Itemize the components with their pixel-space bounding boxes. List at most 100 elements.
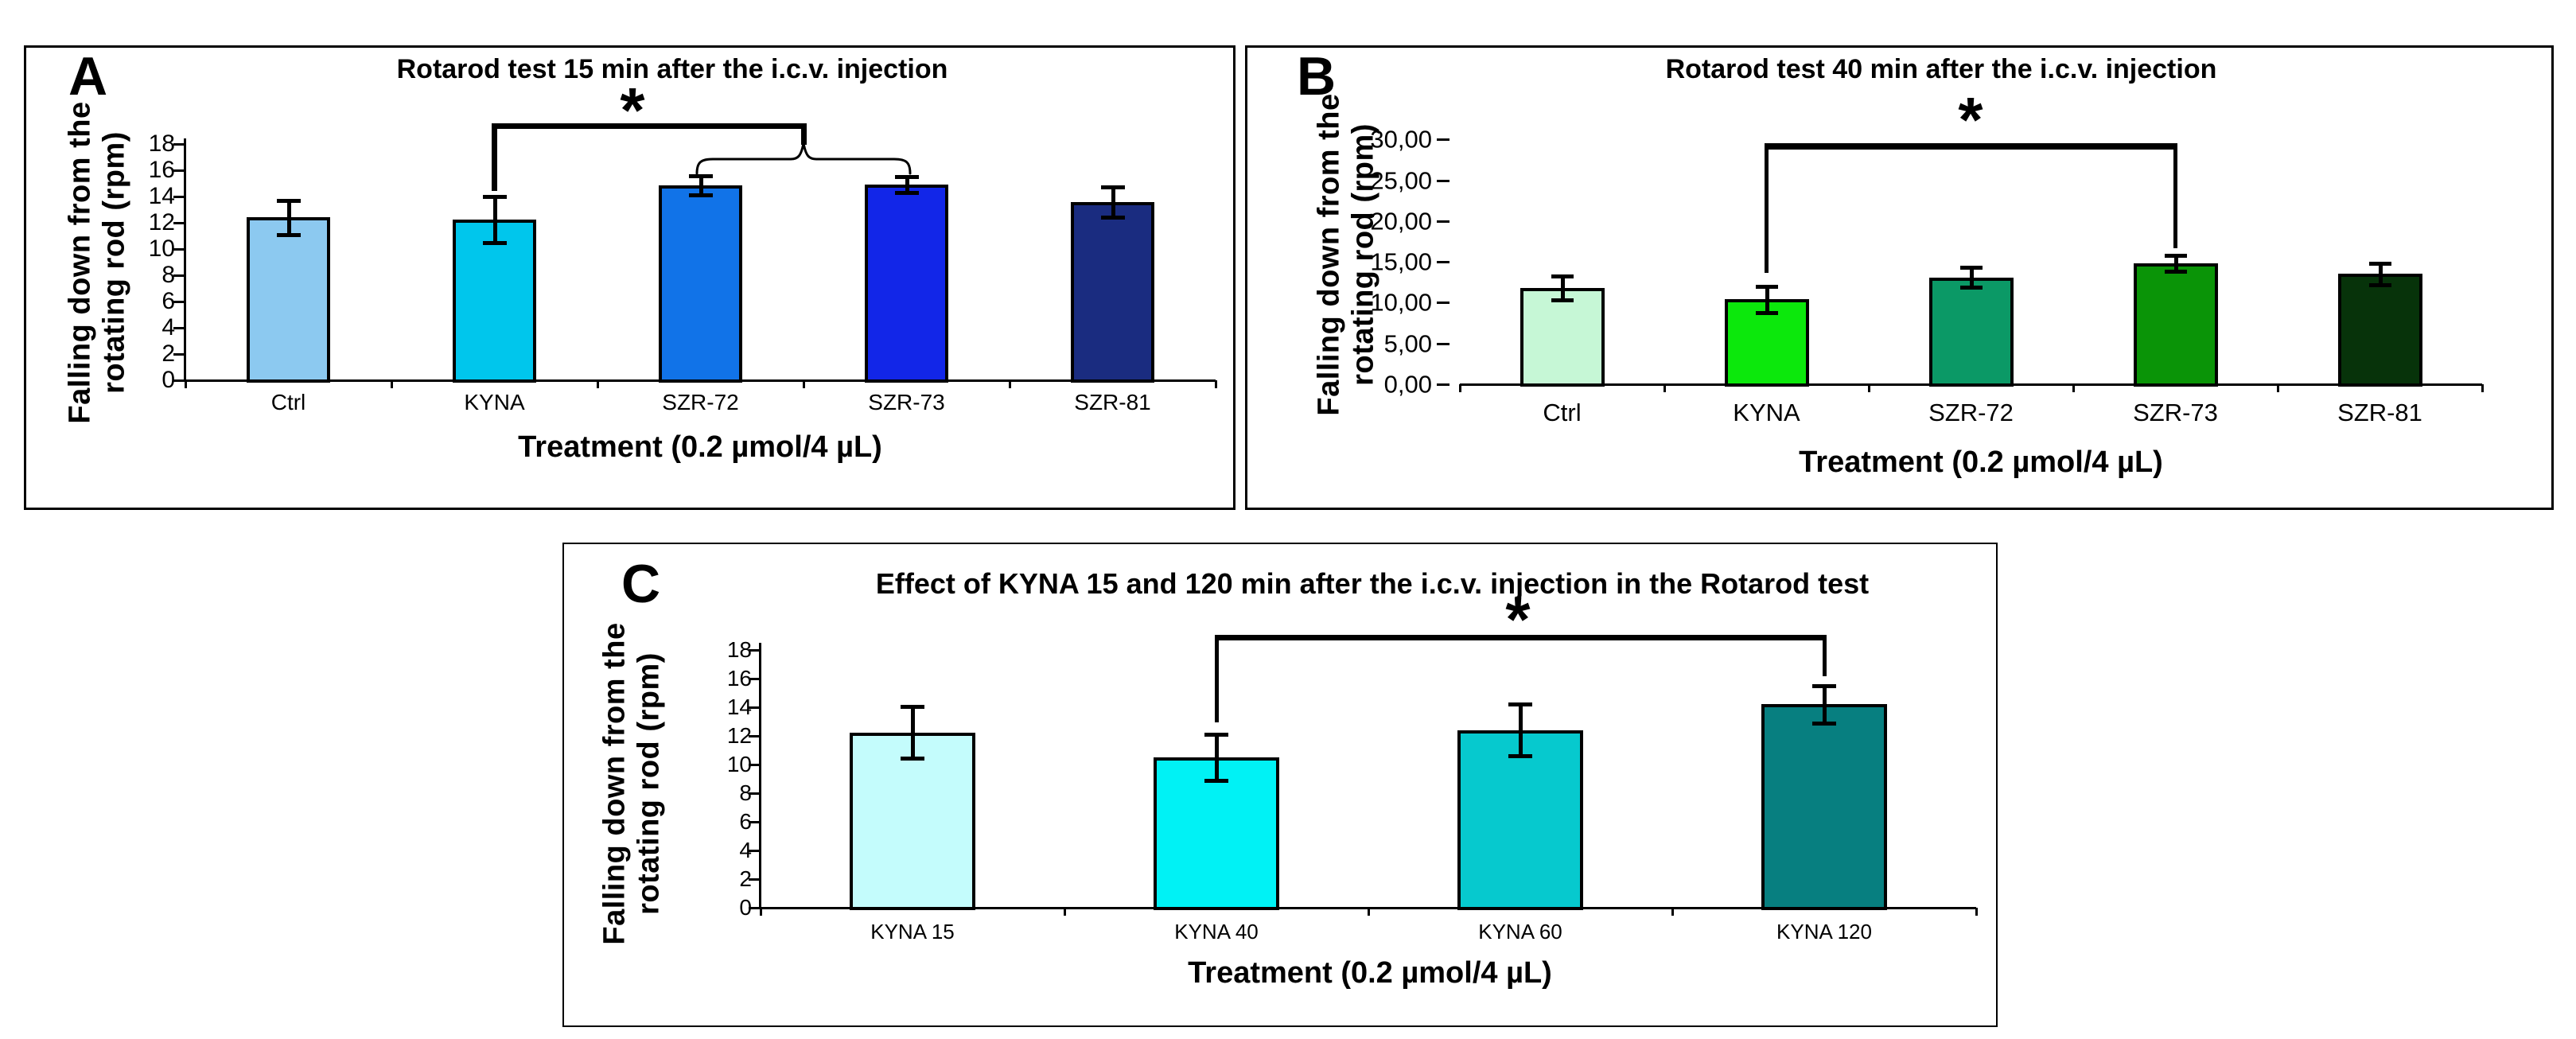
y-tick — [173, 222, 185, 224]
error-bar-cap-bottom-kyna — [1755, 310, 1778, 315]
category-label-kyna-40: KYNA 40 — [1174, 920, 1259, 944]
y-tick-label: 10,00 — [1370, 288, 1432, 317]
category-label-szr-72: SZR-72 — [1928, 399, 2014, 426]
y-tick — [1437, 302, 1449, 305]
error-bar-cap-bottom-kyna-60 — [1508, 754, 1532, 759]
error-bar-line-szr-72 — [698, 175, 703, 196]
x-tick — [2277, 384, 2279, 392]
y-tick — [749, 878, 761, 881]
y-tick-label: 10 — [726, 752, 752, 776]
error-bar-line-kyna-120 — [1823, 686, 1827, 723]
y-tick — [749, 792, 761, 795]
error-bar-line-kyna-40 — [1215, 734, 1219, 780]
x-tick — [1459, 384, 1461, 392]
category-label-ctrl: Ctrl — [1543, 399, 1582, 426]
y-tick — [749, 678, 761, 680]
significance-asterisk: * — [620, 75, 645, 146]
panel-c-letter: C — [621, 554, 661, 614]
significance-bracket-line — [1765, 143, 2177, 150]
y-tick — [1437, 261, 1449, 264]
significance-bracket-line — [1215, 635, 1827, 640]
y-tick-label: 14 — [148, 183, 175, 209]
error-bar-cap-top-szr-73 — [2164, 254, 2187, 259]
x-tick — [1975, 908, 1978, 916]
x-tick — [1868, 384, 1870, 392]
significance-bracket-stem-left — [1765, 143, 1769, 273]
y-axis-line — [759, 643, 761, 909]
category-label-szr-81: SZR-81 — [2337, 399, 2422, 426]
y-tick — [749, 649, 761, 652]
error-bar-line-kyna-60 — [1519, 704, 1523, 757]
category-label-szr-81: SZR-81 — [1074, 390, 1151, 414]
panel-a-y-axis-title: Falling down from the rotating rod (rpm) — [63, 101, 130, 423]
bar-szr-73 — [865, 185, 948, 383]
x-tick — [1009, 380, 1011, 388]
y-tick-label: 8 — [161, 262, 175, 288]
category-label-kyna-15: KYNA 15 — [870, 920, 955, 944]
panel-c-y-axis-title: Falling down from the rotating rod (rpm) — [597, 622, 665, 944]
panel-c-y-axis-title-line2: rotating rod (rpm) — [632, 652, 665, 915]
error-bar-line-szr-81 — [2378, 263, 2383, 285]
y-tick — [173, 353, 185, 356]
error-bar-line-szr-81 — [1111, 187, 1115, 218]
category-label-szr-73: SZR-73 — [868, 390, 945, 414]
panel-b-title: Rotarod test 40 min after the i.c.v. inj… — [1665, 54, 2217, 84]
y-tick-label: 10 — [148, 235, 175, 262]
y-tick — [173, 196, 185, 198]
error-bar-cap-top-szr-72 — [1959, 266, 1983, 270]
y-tick — [749, 735, 761, 737]
y-tick — [749, 764, 761, 766]
y-tick-label: 25,00 — [1370, 166, 1432, 194]
x-tick — [185, 380, 187, 388]
category-label-szr-72: SZR-72 — [662, 390, 739, 414]
y-tick — [173, 327, 185, 329]
error-bar-line-kyna — [1765, 286, 1769, 313]
x-tick — [803, 380, 805, 388]
x-tick — [1368, 908, 1370, 916]
panel-a-letter: A — [68, 46, 108, 107]
error-bar-cap-top-szr-81 — [1100, 185, 1125, 190]
significance-bracket-stem-right — [801, 123, 807, 145]
error-bar-cap-bottom-kyna-40 — [1204, 778, 1228, 783]
y-tick-label: 4 — [161, 314, 175, 340]
error-bar-cap-bottom-ctrl — [276, 232, 301, 237]
panel-b — [1245, 45, 2554, 510]
significance-bracket-line — [492, 123, 806, 129]
y-axis-line — [184, 138, 186, 382]
x-tick — [2072, 384, 2075, 392]
x-tick — [760, 908, 762, 916]
panel-c — [562, 543, 1998, 1027]
y-tick — [173, 169, 185, 172]
significance-asterisk: * — [1505, 584, 1531, 655]
error-bar-cap-top-kyna — [482, 195, 507, 199]
error-bar-cap-top-kyna-15 — [901, 705, 924, 710]
y-tick-label: 5,00 — [1383, 329, 1432, 358]
y-tick — [1437, 383, 1449, 386]
y-tick — [173, 301, 185, 303]
error-bar-cap-bottom-szr-73 — [2164, 269, 2187, 274]
error-bar-cap-top-szr-73 — [894, 175, 919, 180]
error-bar-line-ctrl — [286, 200, 291, 235]
category-label-kyna-60: KYNA 60 — [1478, 920, 1562, 944]
y-tick — [173, 379, 185, 382]
bar-szr-72 — [1928, 277, 2014, 387]
panel-c-title: Effect of KYNA 15 and 120 min after the … — [875, 567, 1870, 600]
error-bar-line-szr-73 — [2173, 255, 2178, 271]
panel-b-x-axis-title: Treatment (0.2 µmol/4 µL) — [1799, 446, 2163, 479]
y-tick — [1437, 220, 1449, 223]
error-bar-cap-top-kyna-40 — [1204, 733, 1228, 737]
category-label-kyna-120: KYNA 120 — [1776, 920, 1872, 944]
y-tick — [749, 706, 761, 709]
significance-bracket-stem-left — [492, 123, 497, 191]
y-tick-label: 6 — [161, 288, 175, 314]
y-tick — [749, 907, 761, 909]
error-bar-cap-top-kyna-120 — [1812, 684, 1836, 688]
error-bar-line-ctrl — [1560, 276, 1565, 300]
significance-asterisk: * — [1958, 84, 1983, 155]
error-bar-line-szr-73 — [905, 177, 909, 193]
error-bar-line-szr-72 — [1969, 267, 1974, 287]
error-bar-cap-top-szr-72 — [688, 173, 713, 178]
significance-bracket-stem-right — [2173, 143, 2177, 248]
error-bar-cap-bottom-szr-73 — [894, 191, 919, 196]
